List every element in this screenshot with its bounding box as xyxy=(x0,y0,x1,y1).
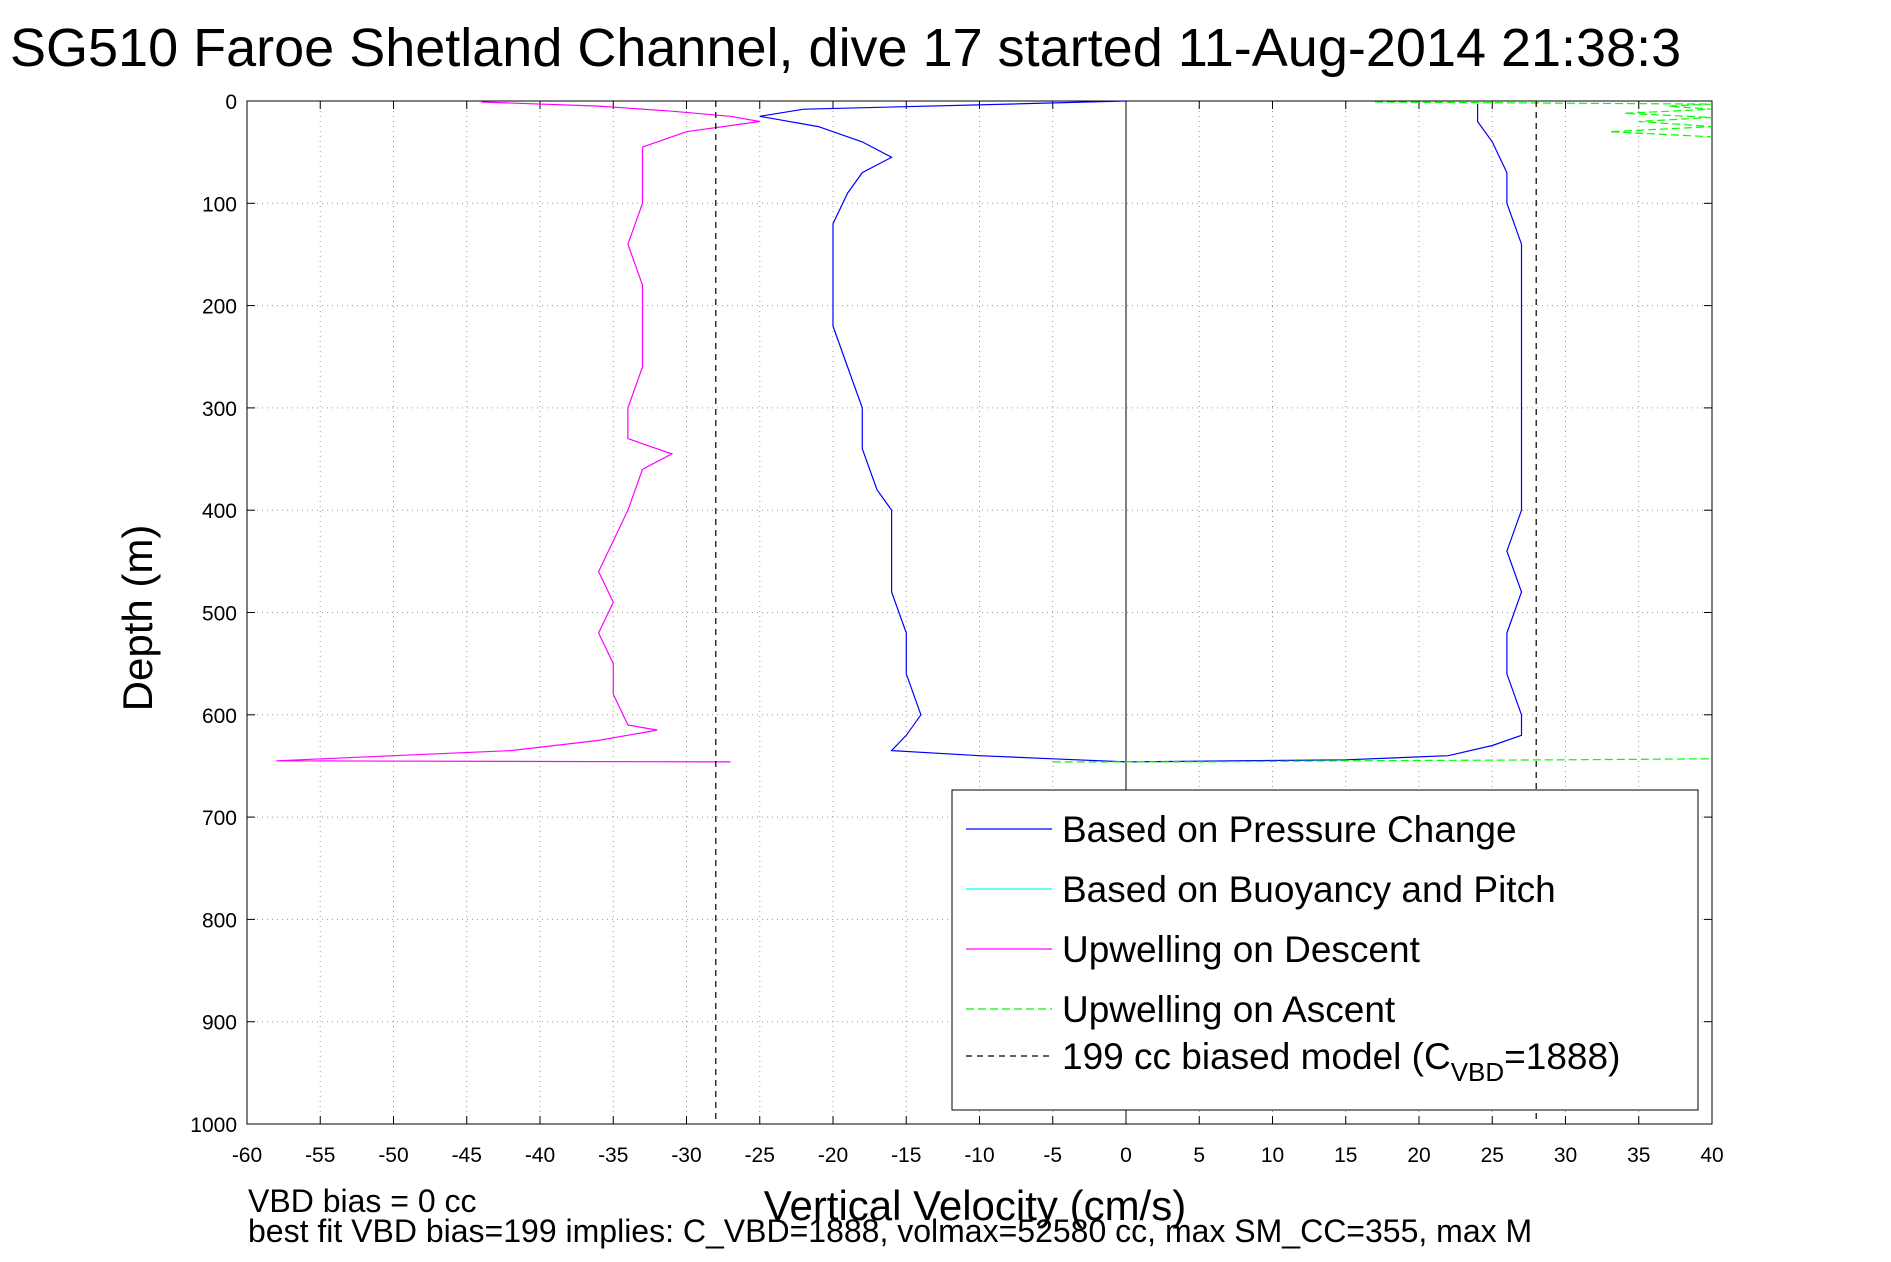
y-axis-label: Depth (m) xyxy=(114,525,161,712)
x-tick-label: -30 xyxy=(671,1144,701,1167)
x-tick-label: 0 xyxy=(1120,1144,1132,1167)
y-tick-label: 800 xyxy=(202,909,237,932)
y-tick-label: 400 xyxy=(202,500,237,523)
x-tick-label: -55 xyxy=(305,1144,335,1167)
x-tick-label: 35 xyxy=(1627,1144,1650,1167)
x-tick-label: -50 xyxy=(378,1144,408,1167)
y-tick-label: 700 xyxy=(202,807,237,830)
x-tick-label: -35 xyxy=(598,1144,628,1167)
vbd-bias-note: VBD bias = 0 cc xyxy=(248,1183,477,1219)
x-tick-label: 25 xyxy=(1481,1144,1504,1167)
series-line xyxy=(1052,758,1713,763)
x-tick-label: 40 xyxy=(1700,1144,1723,1167)
x-tick-label: -10 xyxy=(964,1144,994,1167)
legend-label: Upwelling on Ascent xyxy=(1062,989,1396,1030)
legend: Based on Pressure Change Based on Buoyanc… xyxy=(951,789,1699,1111)
y-tick-label: 1000 xyxy=(190,1114,237,1137)
x-tick-label: 15 xyxy=(1334,1144,1357,1167)
legend-label: Upwelling on Descent xyxy=(1062,929,1421,970)
y-tick-label: 600 xyxy=(202,705,237,728)
legend-label: Based on Buoyancy and Pitch xyxy=(1062,869,1556,910)
axes: -60 -55 -50 -45 -40 -35 -30 -25 -20 -15 -10 -5 0 5 10 1… xyxy=(190,91,1723,1167)
y-tick-label: 200 xyxy=(202,296,237,319)
x-tick-label: -15 xyxy=(891,1144,921,1167)
x-tick-label: -20 xyxy=(818,1144,848,1167)
x-tick-label: 20 xyxy=(1407,1144,1430,1167)
series-line xyxy=(1374,101,1713,138)
series-line xyxy=(759,100,1127,763)
series-line xyxy=(1125,104,1523,763)
legend-label: Based on Pressure Change xyxy=(1062,809,1517,850)
y-tick-label: 300 xyxy=(202,398,237,421)
x-axis-label: Vertical Velocity (cm/s) xyxy=(764,1182,1186,1229)
x-tick-label: -45 xyxy=(452,1144,482,1167)
y-tick-label: 0 xyxy=(225,91,237,114)
chart-title: SG510 Faroe Shetland Channel, dive 17 st… xyxy=(10,18,1681,78)
x-tick-label: -40 xyxy=(525,1144,555,1167)
y-tick-label: 500 xyxy=(202,603,237,626)
best-fit-note: best fit VBD bias=199 implies: C_VBD=188… xyxy=(248,1213,1532,1249)
series-line xyxy=(276,101,760,763)
y-tick-label: 900 xyxy=(202,1012,237,1035)
x-tick-label: 10 xyxy=(1261,1144,1284,1167)
legend-label: 199 cc biased model (CVBD=1888) xyxy=(1062,1036,1620,1087)
x-tick-label: -5 xyxy=(1043,1144,1062,1167)
x-tick-label: -60 xyxy=(232,1144,262,1167)
x-tick-label: -25 xyxy=(745,1144,775,1167)
legend-box xyxy=(951,789,1699,1111)
x-tick-label: 30 xyxy=(1554,1144,1577,1167)
plot-area xyxy=(276,100,1713,1124)
y-tick-label: 100 xyxy=(202,193,237,216)
x-tick-label: 5 xyxy=(1193,1144,1205,1167)
